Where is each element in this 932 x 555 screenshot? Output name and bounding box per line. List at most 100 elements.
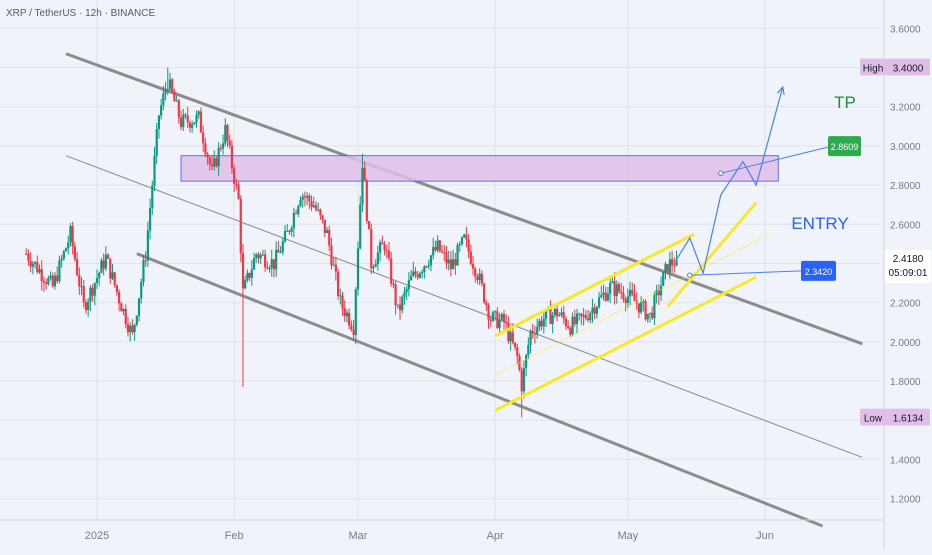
candle-body	[197, 111, 200, 115]
high-value-text: 3.4000	[893, 63, 924, 74]
candle-body	[447, 259, 450, 264]
candle-body	[555, 308, 559, 317]
candle-body	[279, 252, 282, 254]
candle-body	[551, 314, 554, 324]
candle-body	[191, 124, 194, 128]
candle-body	[611, 281, 614, 283]
candle-body	[91, 287, 94, 296]
candle-body	[290, 228, 293, 232]
countdown-text: 05:09:01	[889, 268, 928, 279]
candle-body	[418, 273, 422, 278]
candle-body	[544, 309, 548, 319]
candle-body	[208, 157, 211, 165]
candle-body	[401, 296, 404, 311]
x-tick-label: Feb	[225, 530, 244, 542]
candle-body	[432, 246, 435, 256]
candle-body	[288, 230, 291, 232]
candle-body	[25, 253, 28, 255]
candle-body	[148, 208, 152, 231]
candle-body	[78, 274, 81, 287]
candle-body	[604, 292, 607, 301]
candle-body	[164, 90, 167, 94]
candle-body	[569, 328, 572, 335]
candle-body	[505, 322, 508, 324]
candle-body	[312, 205, 315, 208]
candle-body	[45, 282, 48, 285]
candle-body	[162, 93, 165, 106]
candle-body	[303, 196, 307, 198]
candle-body	[436, 240, 439, 251]
candle-body	[560, 312, 563, 315]
high-tag-text: High	[863, 63, 884, 74]
candle-body	[624, 299, 627, 303]
high-tag	[860, 58, 886, 76]
candle-body	[542, 318, 545, 327]
candle-body	[241, 253, 245, 289]
candle-body	[133, 324, 136, 333]
candle-body	[509, 332, 512, 342]
candle-body	[584, 315, 587, 319]
candle-body	[670, 259, 674, 266]
candle-body	[363, 168, 366, 181]
candle-body	[354, 289, 357, 335]
candle-body	[89, 287, 92, 302]
candle-body	[230, 145, 234, 169]
candle-body	[383, 244, 386, 251]
candle-body	[529, 330, 532, 346]
candle-body	[496, 311, 499, 328]
candle-body	[582, 315, 585, 317]
candle-body	[301, 196, 304, 200]
candle-body	[620, 291, 623, 294]
candle-body	[350, 325, 353, 330]
candle-body	[372, 266, 375, 269]
candle-body	[633, 293, 636, 301]
candle-body	[186, 115, 189, 123]
candle-body	[246, 272, 249, 280]
rising-channel-lower	[494, 275, 757, 412]
rising-channel-upper	[494, 232, 695, 338]
candle-body	[390, 258, 393, 284]
candle-body	[268, 268, 271, 270]
candle-body	[228, 140, 231, 146]
candle-body	[47, 278, 50, 285]
candle-body	[38, 269, 41, 273]
tp-anchor-dot	[718, 170, 724, 177]
candle-body	[675, 259, 678, 266]
candle-body	[239, 198, 242, 254]
projection-arrowhead	[776, 85, 785, 96]
candle-body	[522, 368, 526, 392]
candle-body	[199, 111, 203, 133]
y-tick-label: 1.8000	[890, 377, 921, 388]
symbol-title: XRP / TetherUS · 12h · BINANCE	[6, 8, 156, 19]
candle-body	[113, 272, 116, 286]
candle-body	[651, 312, 654, 318]
candle-body	[622, 293, 625, 300]
candle-body	[140, 282, 143, 299]
candle-body	[233, 168, 236, 184]
candle-body	[648, 312, 652, 314]
candle-body	[173, 91, 176, 102]
candle-body	[407, 280, 410, 290]
candle-body	[657, 290, 660, 296]
candle-body	[666, 264, 669, 273]
candle-body	[370, 229, 373, 269]
y-tick-label: 3.2000	[890, 103, 921, 114]
candle-body	[352, 329, 355, 335]
candle-body	[179, 117, 183, 128]
candle-body	[356, 248, 360, 290]
candle-body	[659, 285, 663, 296]
candle-body	[396, 304, 399, 306]
candle-body	[516, 347, 519, 357]
candle-body	[67, 242, 70, 249]
candle-body	[31, 263, 34, 267]
candle-body	[129, 325, 132, 333]
candle-body	[193, 122, 196, 125]
candle-body	[69, 226, 72, 243]
candle-body	[564, 318, 568, 327]
candle-body	[29, 260, 32, 267]
candle-body	[53, 275, 57, 287]
y-tick-label: 2.2000	[890, 299, 921, 310]
candle-body	[244, 279, 247, 289]
